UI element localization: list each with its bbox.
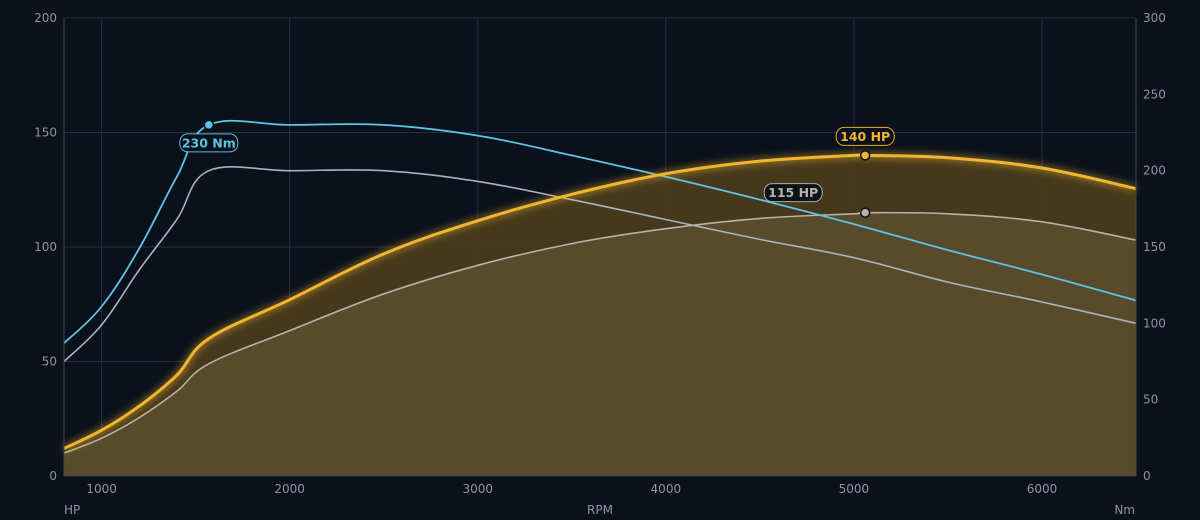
y-left-tick-label: 200 [34, 11, 57, 25]
y-right-tick-label: 100 [1143, 316, 1166, 330]
power-tuned-peak-label: 140 HP [840, 129, 890, 144]
power-tuned-peak-dot [859, 150, 871, 161]
series-lines [63, 119, 1137, 454]
y-right-axis-label: Nm [1114, 503, 1135, 517]
power-stock-peak-label: 115 HP [768, 185, 818, 200]
x-tick-label: 2000 [274, 482, 305, 496]
y-right-tick-label: 150 [1143, 240, 1166, 254]
y-right-tick-label: 0 [1143, 469, 1151, 483]
x-tick-label: 3000 [462, 482, 493, 496]
y-right-tick-label: 250 [1143, 87, 1166, 101]
torque-peak-dot [203, 119, 215, 131]
tick-labels: 1000 2000 3000 4000 5000 60000501001502000501… [34, 11, 1166, 496]
x-axis-label: RPM [587, 503, 613, 517]
y-left-tick-label: 150 [34, 126, 57, 140]
y-left-axis-label: HP [64, 503, 80, 517]
y-right-tick-label: 50 [1143, 393, 1158, 407]
area-fills [64, 154, 1136, 477]
x-tick-label: 5000 [839, 482, 870, 496]
power-stock-peak-dot [859, 207, 871, 218]
axes [63, 18, 1137, 477]
y-right-tick-label: 300 [1143, 11, 1166, 25]
y-left-tick-label: 0 [49, 469, 57, 483]
x-tick-label: 1000 [86, 482, 117, 496]
torque-peak-label: 230 Nm [182, 135, 236, 150]
y-right-tick-label: 200 [1143, 164, 1166, 178]
power-stock-line [63, 211, 1137, 454]
torque-tuned-line [63, 119, 1137, 344]
peak-markers: 230 Nm 140 HP 115 HP [179, 119, 895, 218]
torque-stock-line [63, 166, 1137, 363]
y-left-tick-label: 50 [42, 355, 57, 369]
power-stock-peak-badge [763, 183, 823, 203]
x-tick-label: 4000 [651, 482, 682, 496]
torque-peak-badge [179, 133, 239, 153]
y-left-tick-label: 100 [34, 240, 57, 254]
x-tick-label: 6000 [1027, 482, 1058, 496]
power-tuned-line [63, 153, 1137, 450]
power-stock-area [64, 212, 1136, 476]
power-tuned-peak-badge [835, 126, 895, 146]
